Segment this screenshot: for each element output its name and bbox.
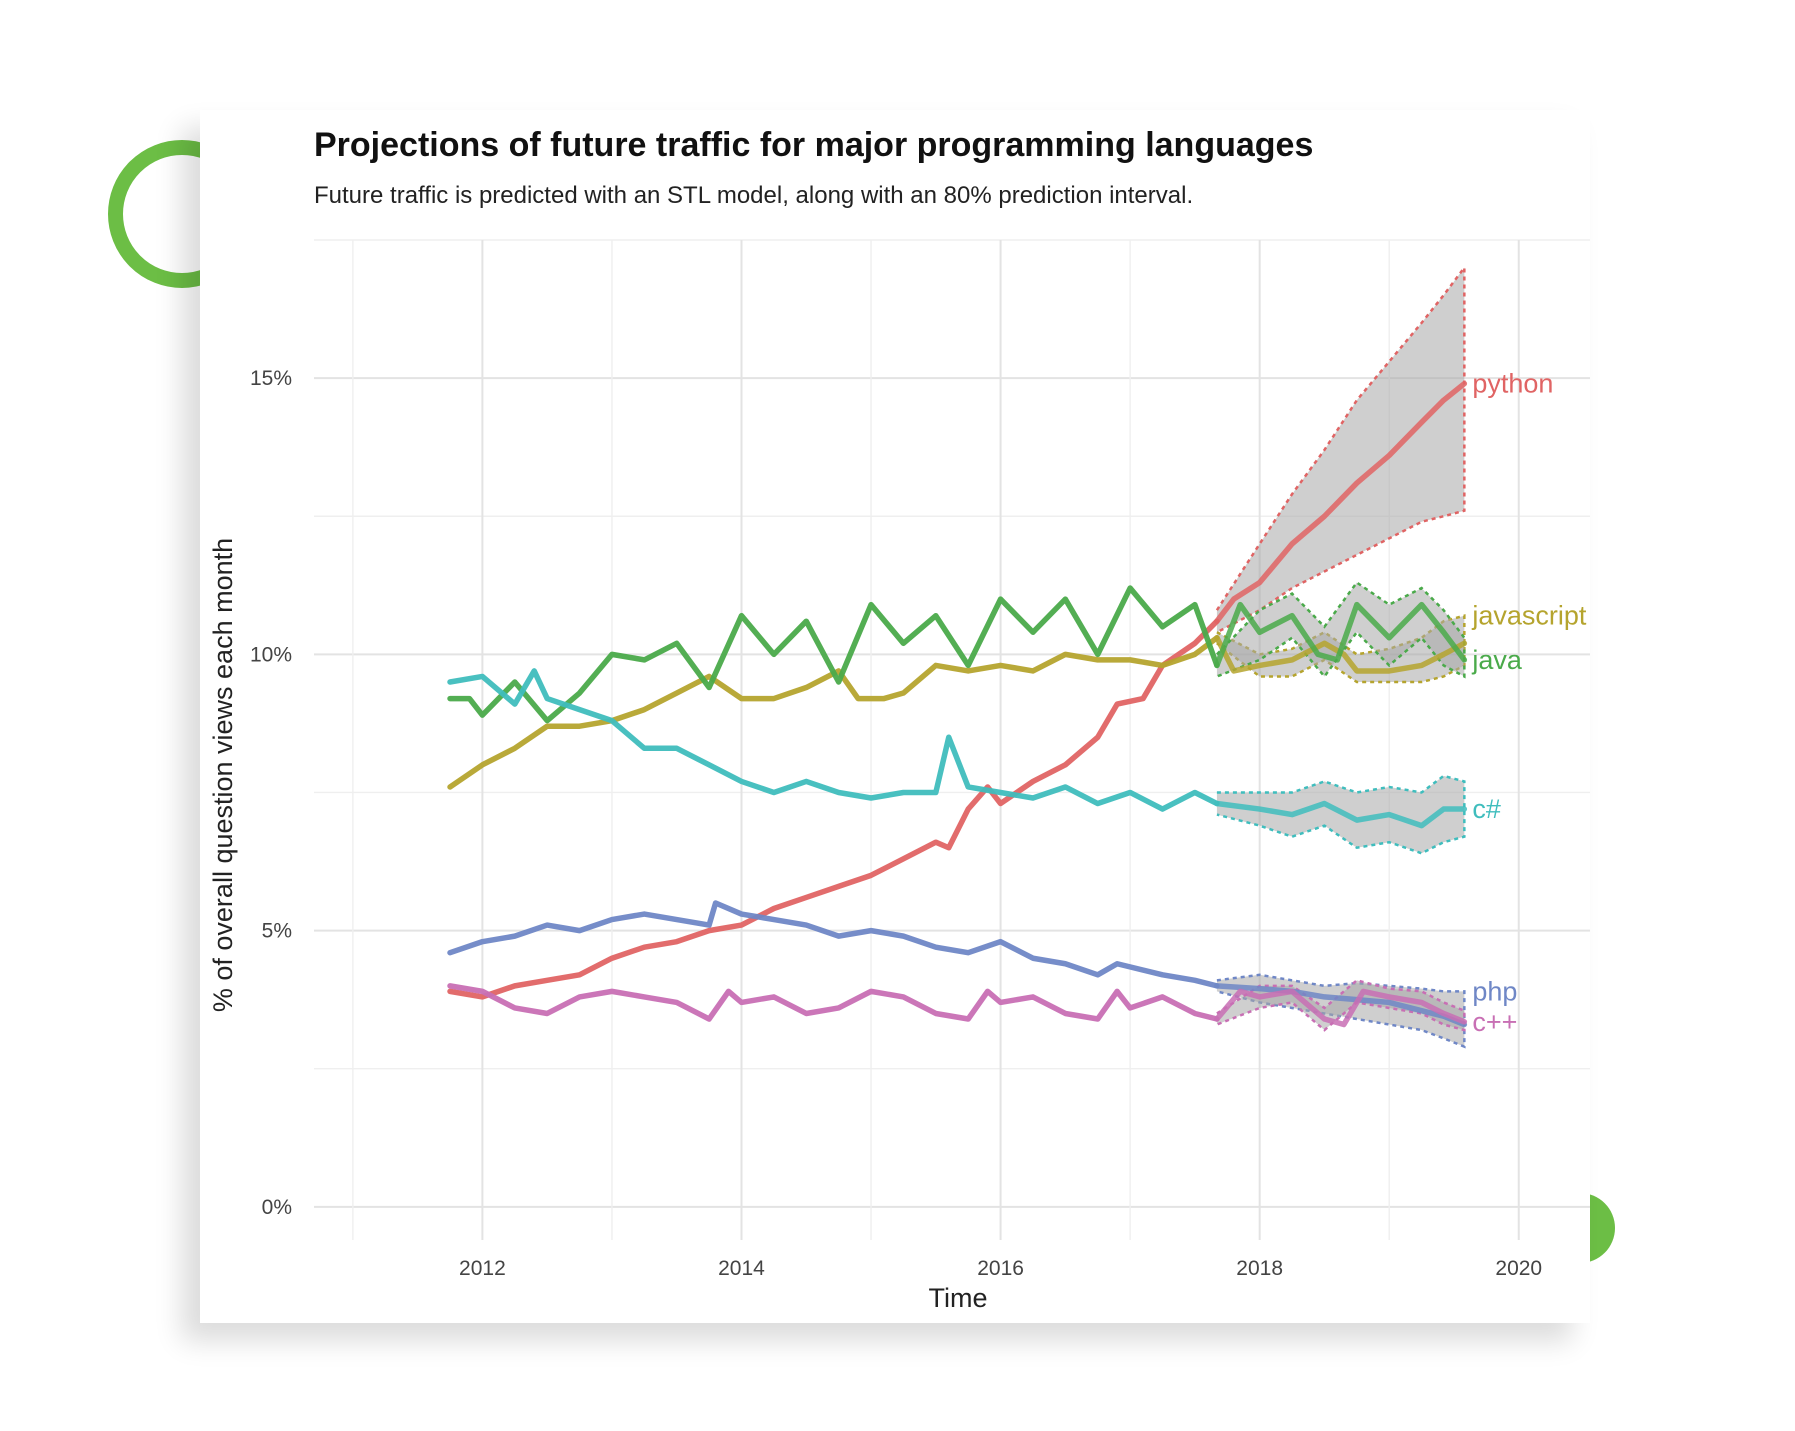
band-edge-java (1216, 580, 1466, 679)
forecast-cpp (1214, 988, 1468, 1028)
line-python (447, 618, 1220, 1000)
series-label-python: python (1472, 369, 1553, 399)
y-tick-label: 15% (250, 367, 292, 390)
band-python (1216, 267, 1465, 633)
y-tick-label: 5% (262, 920, 292, 943)
series-label-javascript: javascript (1471, 601, 1587, 631)
line-cpp (447, 983, 1220, 1022)
chart-title: Projections of future traffic for major … (314, 126, 1313, 164)
chart: Projections of future traffic for major … (208, 126, 1590, 1313)
x-tick-label: 2014 (718, 1257, 765, 1280)
chart-card: Projections of future traffic for major … (200, 110, 1590, 1323)
line-java (447, 585, 1220, 724)
forecast-c-sharp (1214, 800, 1468, 829)
x-tick-label: 2012 (459, 1257, 506, 1280)
y-tick-label: 10% (250, 643, 292, 666)
y-tick-label: 0% (262, 1196, 292, 1219)
series-lines (447, 380, 1468, 1028)
line-php (447, 900, 1220, 989)
x-tick-label: 2016 (977, 1257, 1024, 1280)
line-javascript (447, 635, 1220, 790)
y-axis-title: % of overall question views each month (208, 538, 238, 1012)
x-tick-label: 2018 (1236, 1257, 1283, 1280)
x-axis-title: Time (929, 1283, 988, 1313)
series-label-java: java (1471, 645, 1523, 675)
forecast-java (1214, 601, 1468, 669)
series-label-php: php (1472, 976, 1517, 1006)
series-label-cpp: c++ (1472, 1007, 1517, 1037)
chart-subtitle: Future traffic is predicted with an STL … (314, 182, 1193, 209)
band-edge-python (1215, 263, 1466, 634)
x-tick-label: 2020 (1495, 1257, 1542, 1280)
forecast-javascript (1214, 635, 1468, 674)
forecast-python (1214, 380, 1468, 624)
band-edge-cpp (1216, 978, 1466, 1032)
line-c-sharp (447, 668, 1220, 812)
axis-ticks: 0% 5% 10% 15% 2012 2014 2016 2018 2020 (250, 367, 1542, 1280)
band-java (1216, 582, 1465, 677)
series-label-c-sharp: c# (1472, 794, 1501, 824)
